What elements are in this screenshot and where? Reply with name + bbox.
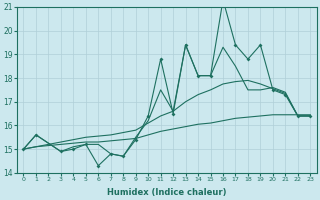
X-axis label: Humidex (Indice chaleur): Humidex (Indice chaleur) [107, 188, 227, 197]
